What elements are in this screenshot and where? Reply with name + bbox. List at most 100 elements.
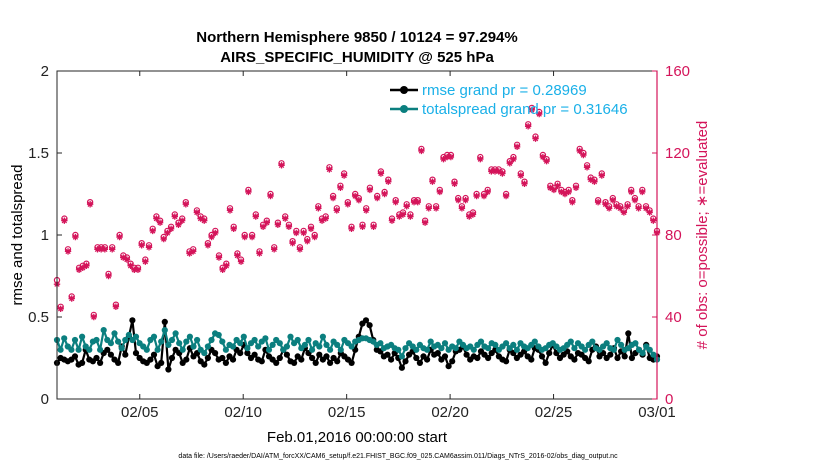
series-1-point-30 xyxy=(161,327,168,334)
series-1-point-155 xyxy=(610,346,618,353)
obs-evaluated-125 xyxy=(513,143,521,151)
obs-evaluated-134 xyxy=(547,184,554,192)
obs-evaluated-86 xyxy=(370,223,377,230)
series-0-point-15 xyxy=(107,351,114,358)
obs-evaluated-1 xyxy=(57,305,64,312)
series-1-point-42 xyxy=(204,343,211,350)
obs-evaluated-160 xyxy=(642,205,650,212)
obs-evaluated-50 xyxy=(237,258,245,265)
obs-evaluated-33 xyxy=(175,221,182,228)
series-0-point-132 xyxy=(528,356,535,363)
series-1-point-118 xyxy=(477,338,485,345)
obs-evaluated-38 xyxy=(193,209,201,216)
series-1-point-38 xyxy=(190,343,197,350)
series-0-point-32 xyxy=(168,354,176,362)
series-1-point-55 xyxy=(251,336,258,344)
obs-evaluated-44 xyxy=(215,254,223,261)
series-1-point-5 xyxy=(71,336,79,344)
obs-evaluated-52 xyxy=(245,188,252,196)
obs-evaluated-157 xyxy=(631,196,639,204)
y-tick-label-1: 0.5 xyxy=(28,309,49,326)
series-1-point-32 xyxy=(168,336,176,344)
series-0-point-31 xyxy=(165,366,172,373)
obs-evaluated-104 xyxy=(436,188,444,196)
series-1-point-96 xyxy=(398,353,405,360)
obs-evaluated-155 xyxy=(624,203,631,210)
series-0-point-93 xyxy=(388,356,395,363)
y-right-tick-label-1: 40 xyxy=(665,309,682,326)
obs-evaluated-116 xyxy=(480,192,488,200)
series-1-point-20 xyxy=(125,331,132,339)
series-1-point-52 xyxy=(240,333,247,340)
series-0-point-51 xyxy=(237,350,244,357)
obs-evaluated-101 xyxy=(425,205,432,212)
obs-evaluated-110 xyxy=(458,205,466,212)
obs-evaluated-67 xyxy=(300,229,307,237)
series-1-point-90 xyxy=(377,340,384,347)
series-0-point-27 xyxy=(150,351,158,358)
obs-evaluated-41 xyxy=(204,242,212,249)
x-tick-label-2: 02/15 xyxy=(328,404,366,421)
obs-evaluated-152 xyxy=(613,203,620,210)
obs-evaluated-59 xyxy=(270,246,278,253)
series-1-point-15 xyxy=(107,340,114,347)
obs-evaluated-139 xyxy=(565,188,572,196)
series-0-point-96 xyxy=(398,364,405,371)
obs-evaluated-137 xyxy=(558,188,565,196)
obs-evaluated-2 xyxy=(61,217,68,224)
obs-evaluated-109 xyxy=(455,196,462,204)
obs-evaluated-143 xyxy=(580,151,587,159)
obs-evaluated-130 xyxy=(532,135,539,142)
series-0-point-68 xyxy=(298,356,305,363)
series-1-point-64 xyxy=(283,343,290,350)
obs-evaluated-20 xyxy=(127,262,134,269)
series-1-point-4 xyxy=(68,346,75,353)
obs-evaluated-39 xyxy=(197,215,204,222)
obs-evaluated-63 xyxy=(285,223,293,230)
obs-evaluated-93 xyxy=(396,213,403,220)
obs-evaluated-27 xyxy=(153,215,160,222)
obs-layer xyxy=(53,104,661,321)
obs-evaluated-123 xyxy=(506,160,513,167)
series-0-point-108 xyxy=(441,353,449,360)
obs-evaluated-10 xyxy=(90,313,98,321)
series-1-point-59 xyxy=(265,346,273,353)
obs-evaluated-69 xyxy=(307,225,315,233)
y-axis-label-left: rmse and totalspread xyxy=(9,165,26,306)
series-1-point-71 xyxy=(309,346,316,353)
series-1-point-49 xyxy=(229,343,237,350)
obs-evaluated-131 xyxy=(536,110,543,118)
series-1-point-76 xyxy=(327,346,334,353)
obs-evaluated-28 xyxy=(156,219,164,226)
obs-evaluated-48 xyxy=(230,225,237,233)
obs-evaluated-96 xyxy=(407,213,414,220)
obs-evaluated-7 xyxy=(79,264,86,271)
obs-evaluated-153 xyxy=(616,205,624,212)
obs-evaluated-132 xyxy=(539,153,547,161)
series-1-point-82 xyxy=(348,343,355,350)
series-1-point-53 xyxy=(244,345,251,352)
x-tick-label-3: 02/20 xyxy=(431,404,469,421)
obs-evaluated-9 xyxy=(86,201,94,208)
series-1-point-62 xyxy=(276,340,283,347)
obs-evaluated-92 xyxy=(392,199,399,206)
series-1-point-17 xyxy=(115,338,122,345)
obs-evaluated-35 xyxy=(182,201,190,208)
obs-evaluated-15 xyxy=(109,246,116,253)
obs-evaluated-65 xyxy=(293,229,300,237)
series-0-point-22 xyxy=(132,350,140,357)
obs-evaluated-89 xyxy=(381,190,388,198)
obs-evaluated-111 xyxy=(462,196,469,204)
obs-evaluated-103 xyxy=(432,205,440,212)
obs-evaluated-159 xyxy=(639,188,646,196)
obs-evaluated-12 xyxy=(97,246,105,253)
series-1-point-116 xyxy=(470,346,477,353)
obs-evaluated-62 xyxy=(282,215,289,222)
series-0-point-114 xyxy=(463,351,470,358)
series-1-point-97 xyxy=(402,345,409,352)
legend-label-totalspread: totalspread grand pr = 0.31646 xyxy=(422,101,628,118)
obs-evaluated-46 xyxy=(223,262,230,269)
series-0-point-53 xyxy=(244,350,251,357)
